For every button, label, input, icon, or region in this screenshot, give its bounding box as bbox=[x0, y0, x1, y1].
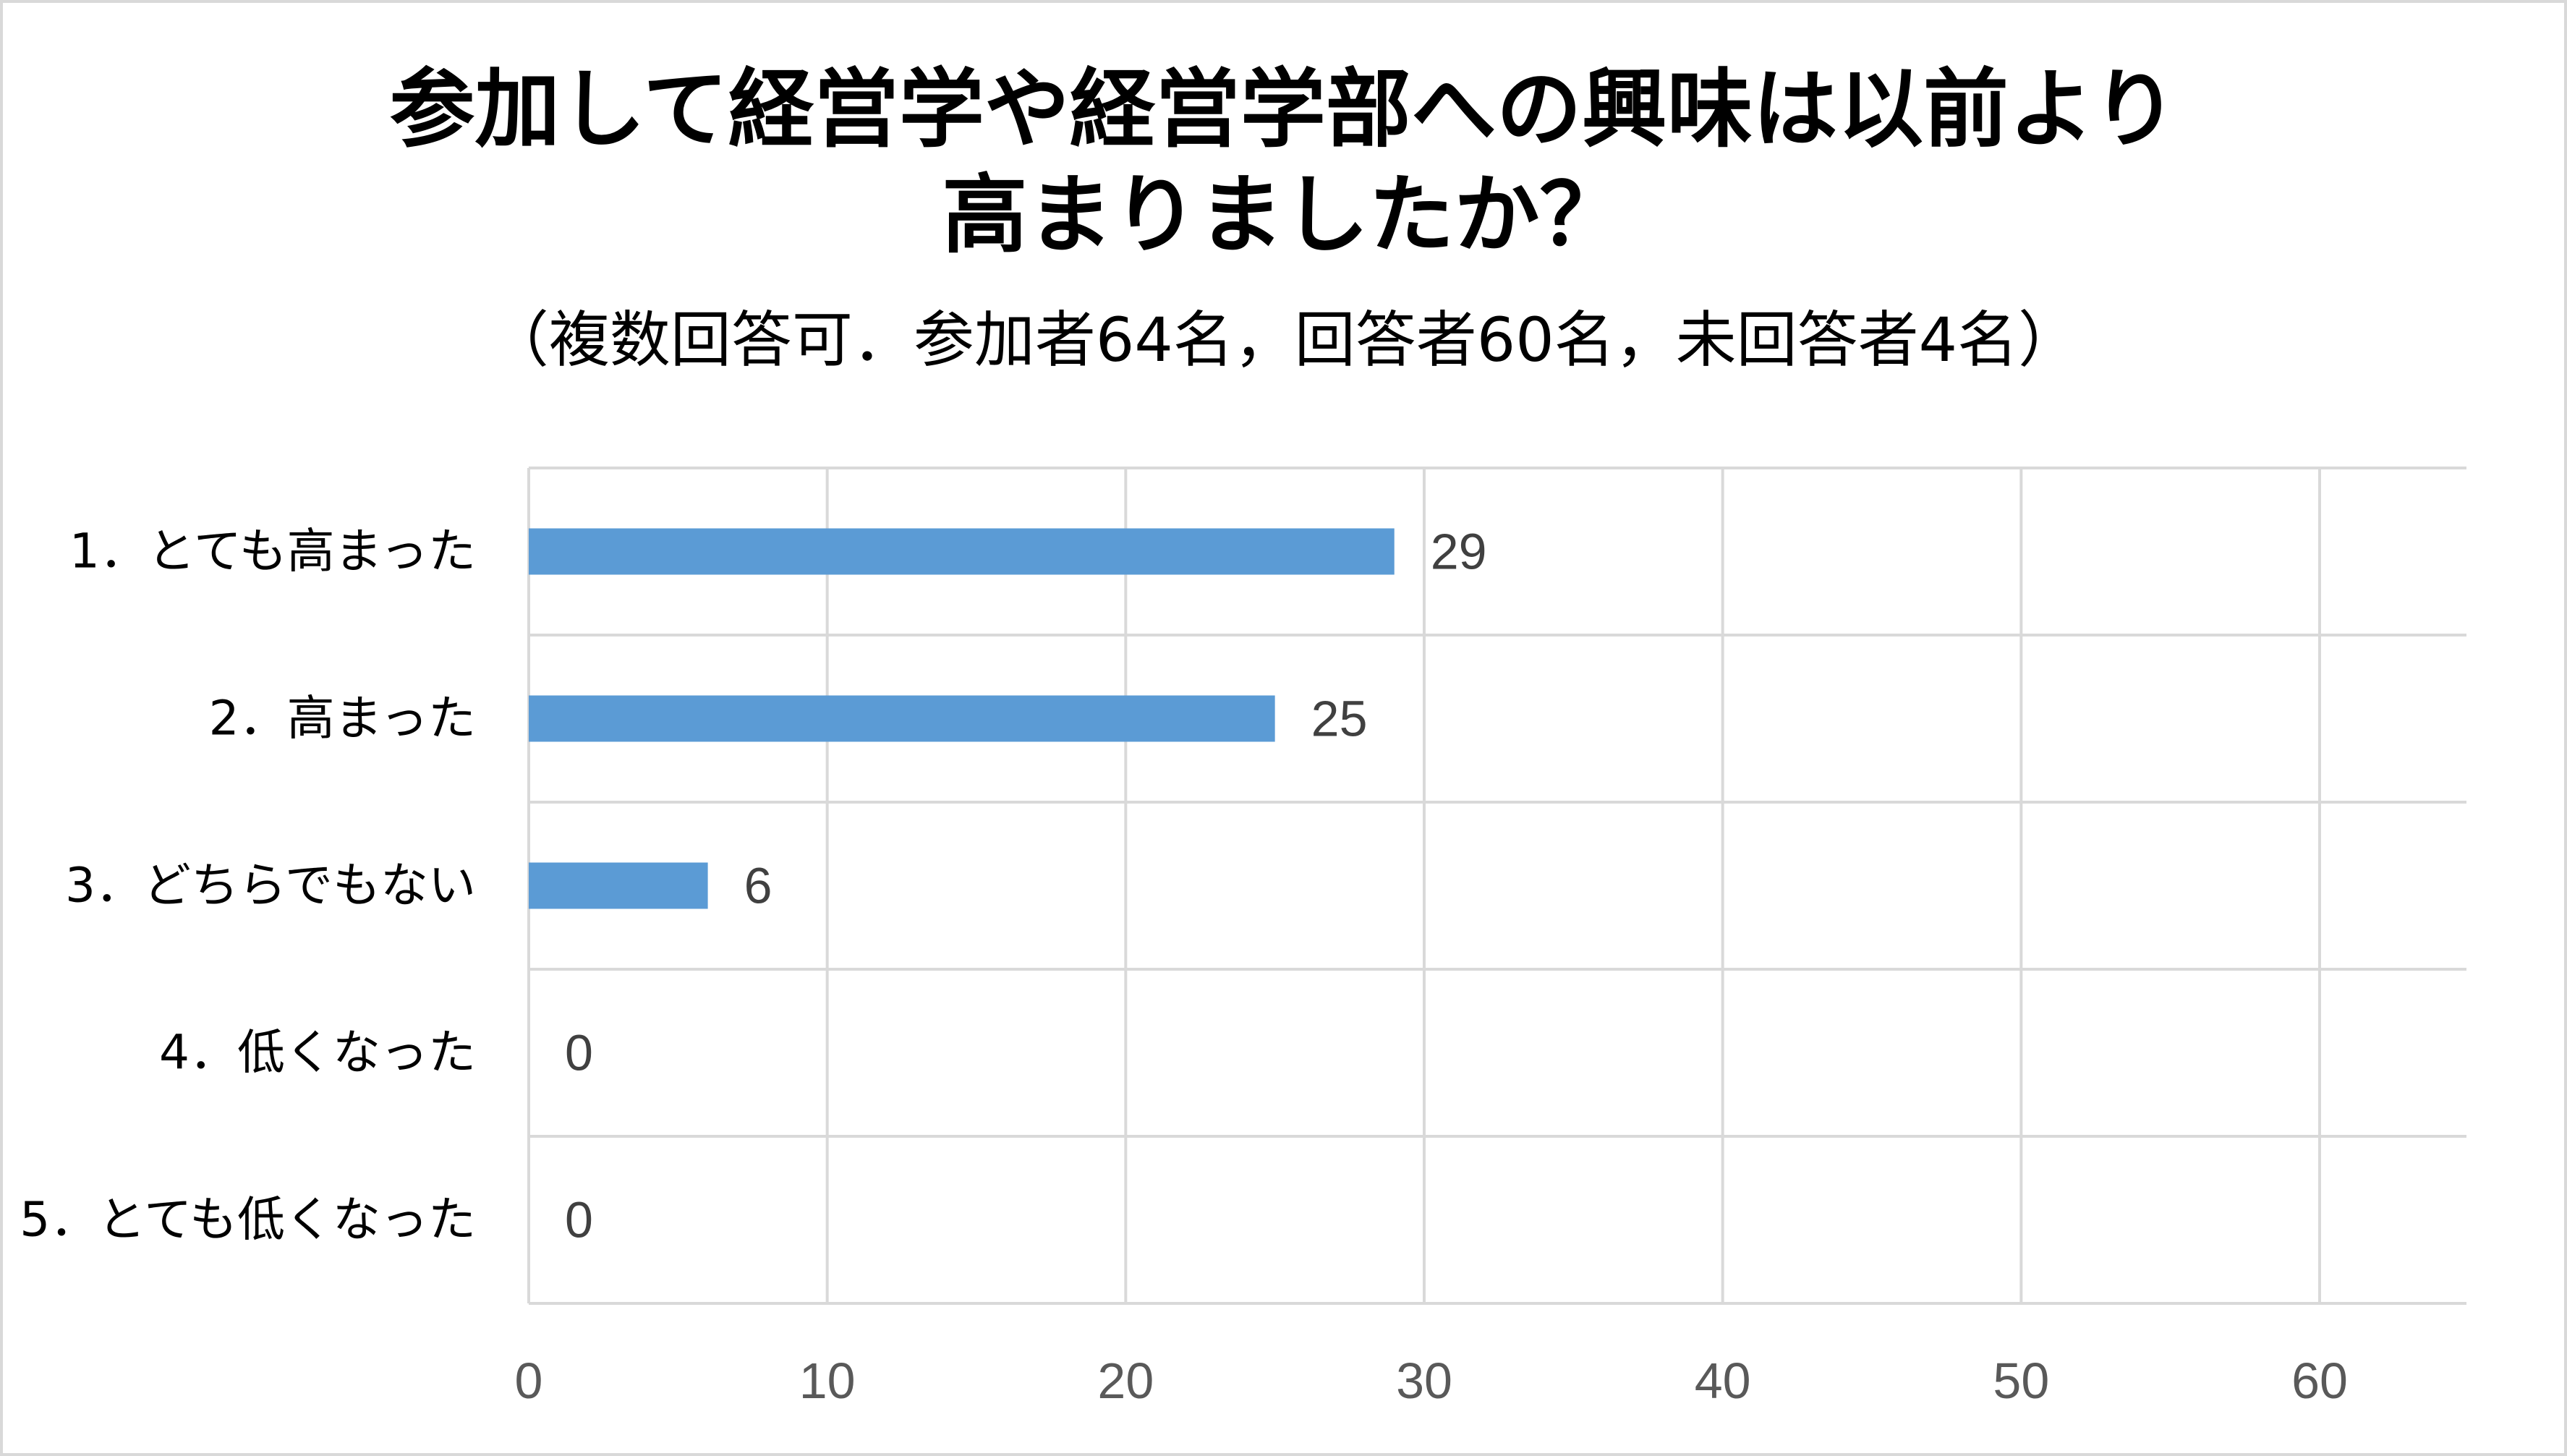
category-label: 1．とても高まった bbox=[69, 524, 476, 579]
category-label: 3．どちらでもない bbox=[65, 858, 476, 914]
chart-subtitle: （複数回答可．参加者64名，回答者60名，未回答者4名） bbox=[488, 305, 2079, 375]
bar bbox=[529, 695, 1275, 742]
chart-title-line-2: 高まりましたか？ bbox=[942, 165, 1625, 265]
data-label: 29 bbox=[1431, 524, 1487, 580]
grid-layer bbox=[527, 467, 2466, 1305]
data-label: 0 bbox=[565, 1192, 593, 1248]
data-label: 25 bbox=[1311, 691, 1368, 747]
x-tick-label: 10 bbox=[799, 1353, 856, 1409]
chart-title: 参加して経営学や経営学部への興味は以前より 高まりましたか？ bbox=[0, 56, 2567, 268]
category-label: 5．とても低くなった bbox=[20, 1192, 476, 1248]
chart-title-line-1: 参加して経営学や経営学部への興味は以前より bbox=[389, 59, 2178, 159]
label-layer: 0 10 20 30 40 50 60 29 1．とても高まった 25 2．高まった 6 3．どちらでも… bbox=[20, 524, 2348, 1410]
x-tick-label: 40 bbox=[1695, 1353, 1751, 1409]
category-label: 4．低くなった bbox=[159, 1025, 476, 1081]
data-label: 0 bbox=[565, 1025, 593, 1081]
bar bbox=[529, 528, 1395, 575]
data-label: 6 bbox=[744, 858, 772, 914]
bar bbox=[529, 862, 708, 909]
category-label: 2．高まった bbox=[209, 691, 476, 746]
bar-layer bbox=[529, 528, 1395, 909]
x-tick-label: 30 bbox=[1396, 1353, 1452, 1409]
x-tick-label: 0 bbox=[515, 1353, 543, 1409]
x-tick-label: 60 bbox=[2291, 1353, 2348, 1409]
x-tick-label: 20 bbox=[1097, 1353, 1154, 1409]
x-tick-label: 50 bbox=[1993, 1353, 2049, 1409]
